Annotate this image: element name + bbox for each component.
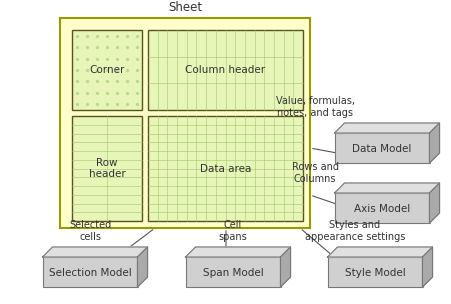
Polygon shape xyxy=(185,247,290,257)
Bar xyxy=(60,18,310,228)
Bar xyxy=(335,133,429,163)
Polygon shape xyxy=(429,123,440,163)
Bar xyxy=(72,30,142,110)
Polygon shape xyxy=(429,183,440,223)
Text: Value, formulas,
notes, and tags: Value, formulas, notes, and tags xyxy=(276,96,354,118)
Polygon shape xyxy=(335,183,440,193)
Text: Selected
cells: Selected cells xyxy=(69,220,111,242)
Text: Row
header: Row header xyxy=(89,158,125,179)
Text: Style Model: Style Model xyxy=(345,268,405,278)
Polygon shape xyxy=(42,247,147,257)
Polygon shape xyxy=(327,247,433,257)
Polygon shape xyxy=(281,247,290,287)
Polygon shape xyxy=(138,247,147,287)
Text: Data Model: Data Model xyxy=(352,144,412,154)
Text: Cell
spans: Cell spans xyxy=(219,220,248,242)
Bar xyxy=(148,30,303,110)
Bar xyxy=(72,116,142,221)
Text: Sheet: Sheet xyxy=(168,1,202,14)
Polygon shape xyxy=(335,123,440,133)
Text: Corner: Corner xyxy=(89,65,124,75)
Polygon shape xyxy=(423,247,433,287)
Bar xyxy=(148,116,303,221)
Bar xyxy=(335,193,429,223)
Text: Span Model: Span Model xyxy=(202,268,263,278)
Text: Styles and
appearance settings: Styles and appearance settings xyxy=(305,220,405,242)
Bar xyxy=(42,257,138,287)
Text: Axis Model: Axis Model xyxy=(354,205,410,215)
Bar xyxy=(327,257,423,287)
Bar xyxy=(185,257,281,287)
Text: Data area: Data area xyxy=(200,164,251,174)
Text: Column header: Column header xyxy=(185,65,266,75)
Text: Selection Model: Selection Model xyxy=(49,268,131,278)
Text: Rows and
Columns: Rows and Columns xyxy=(291,162,339,184)
